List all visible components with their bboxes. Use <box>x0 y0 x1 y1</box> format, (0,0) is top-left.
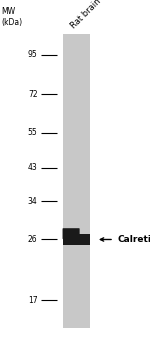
Text: Calretinin: Calretinin <box>117 235 150 244</box>
Text: 72: 72 <box>28 90 38 99</box>
Text: 55: 55 <box>28 128 38 137</box>
Text: 95: 95 <box>28 50 38 59</box>
Text: 26: 26 <box>28 235 38 244</box>
Bar <box>63 234 90 245</box>
Text: MW
(kDa): MW (kDa) <box>2 7 23 27</box>
Text: 34: 34 <box>28 197 38 206</box>
Text: Rat brain: Rat brain <box>69 0 102 30</box>
Bar <box>63 34 90 328</box>
Text: 17: 17 <box>28 296 38 305</box>
Text: 43: 43 <box>28 163 38 172</box>
FancyBboxPatch shape <box>63 228 80 239</box>
